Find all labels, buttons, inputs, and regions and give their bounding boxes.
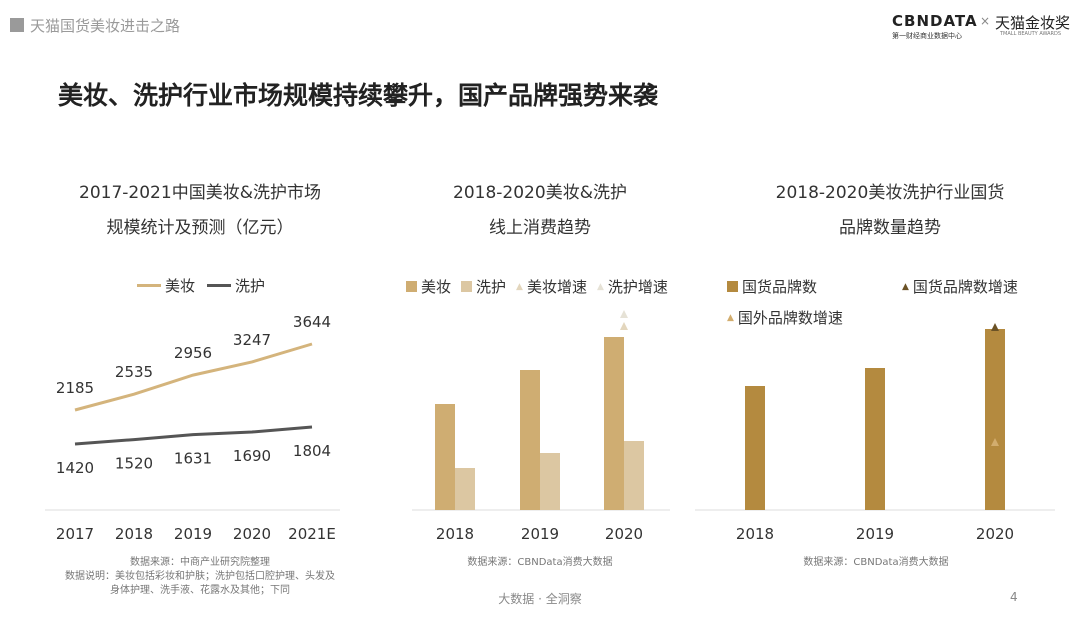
legend-label: 洗护增速 <box>607 278 668 296</box>
marker-triangle <box>620 322 628 330</box>
data-label: 1804 <box>293 442 331 460</box>
data-label: 3247 <box>233 331 271 349</box>
data-label: 2185 <box>56 379 94 397</box>
bar-beauty <box>520 370 540 510</box>
page-number: 4 <box>1010 590 1018 604</box>
section-marker <box>10 18 24 32</box>
x-tick-label: 2019 <box>521 525 559 543</box>
legend-label: 国外品牌数增速 <box>737 309 843 327</box>
bar-beauty <box>435 404 455 510</box>
cbndata-logo-sub: 第一财经商业数据中心 <box>892 32 962 40</box>
x-tick-label: 2018 <box>115 525 153 543</box>
chart3-legend-1: 国货品牌数 <box>727 276 817 297</box>
chart3-title-line: 品牌数量趋势 <box>839 218 941 238</box>
chart1-title-line: 规模统计及预测（亿元） <box>106 218 294 238</box>
data-label: 2535 <box>115 363 153 381</box>
tmall-logo-sub: TMALL BEAUTY AWARDS <box>1000 31 1062 37</box>
chart1-source: 数据来源：中商产业研究院整理 数据说明：美妆包括彩妆和护肤；洗护包括口腔护理、头… <box>40 556 360 598</box>
data-label: 1520 <box>115 455 153 473</box>
bar-care <box>624 441 644 510</box>
x-tick-label: 2020 <box>233 525 271 543</box>
marker-triangle <box>991 438 999 446</box>
marker-triangle <box>620 310 628 318</box>
chart1-legend: 美妆 洗护 <box>137 275 265 296</box>
x-tick-label: 2019 <box>174 525 212 543</box>
legend-label: 国货品牌数 <box>742 278 818 296</box>
triangle-icon: ▲ <box>902 281 909 292</box>
logo-separator: × <box>980 14 991 28</box>
data-label: 3644 <box>293 313 331 331</box>
marker-triangle <box>991 323 999 331</box>
chart2-legend: 美妆 洗护 ▲ 美妆增速 ▲ 洗护增速 <box>406 276 668 297</box>
legend-label: 国货品牌数增速 <box>912 278 1018 296</box>
chart2-source: 数据来源：CBNData消费大数据 <box>467 557 613 568</box>
x-tick-label: 2018 <box>736 525 774 543</box>
chart3-title: 2018-2020美妆洗护行业国货 品牌数量趋势 <box>720 176 1060 246</box>
legend-label: 洗护 <box>235 277 266 295</box>
data-label: 1631 <box>174 450 212 468</box>
legend-line-care <box>207 284 232 287</box>
x-tick-label: 2019 <box>856 525 894 543</box>
x-tick-label: 2017 <box>56 525 94 543</box>
chart3-legend-2: ▲ 国货品牌数增速 <box>902 276 1018 297</box>
x-tick-label: 2018 <box>436 525 474 543</box>
legend-label: 美妆 <box>165 277 196 295</box>
chart1-title: 2017-2021中国美妆&洗护市场 规模统计及预测（亿元） <box>40 176 360 246</box>
triangle-icon: ▲ <box>596 281 604 292</box>
bar-beauty <box>604 337 624 510</box>
tmall-logo: 天猫金妆奖 <box>995 14 1071 32</box>
source-text: 数据来源：中商产业研究院整理 <box>130 557 270 568</box>
triangle-icon: ▲ <box>727 312 734 323</box>
section-title: 天猫国货美妆进击之路 <box>30 17 181 35</box>
note-text: 身体护理、洗手液、花露水及其他；下同 <box>110 585 290 596</box>
bar-care <box>455 468 475 510</box>
triangle-icon: ▲ <box>516 281 523 292</box>
chart1-title-line: 2017-2021中国美妆&洗护市场 <box>79 183 321 203</box>
data-label: 1690 <box>233 447 271 465</box>
page-title: 美妆、洗护行业市场规模持续攀升，国产品牌强势来袭 <box>58 81 659 110</box>
x-tick-label: 2020 <box>605 525 643 543</box>
footer-tagline: 大数据 · 全洞察 <box>498 592 582 606</box>
chart2-title-line: 2018-2020美妆&洗护 <box>453 183 627 203</box>
cbndata-logo: CBNDATA <box>892 12 978 30</box>
legend-swatch <box>406 281 417 292</box>
chart3-legend-3: ▲ 国外品牌数增速 <box>727 307 843 328</box>
bar-domestic <box>985 329 1005 510</box>
bar-care <box>540 453 560 510</box>
chart2-title: 2018-2020美妆&洗护 线上消费趋势 <box>380 176 700 246</box>
data-label: 1420 <box>56 459 94 477</box>
legend-swatch <box>727 281 738 292</box>
legend-label: 洗护 <box>476 278 507 296</box>
series-line-care <box>74 425 313 446</box>
x-tick-label: 2020 <box>976 525 1014 543</box>
series-line-beauty <box>74 342 313 412</box>
note-text: 数据说明：美妆包括彩妆和护肤；洗护包括口腔护理、头发及 <box>65 571 335 582</box>
legend-label: 美妆增速 <box>526 278 587 296</box>
legend-swatch <box>461 281 473 292</box>
chart3-source: 数据来源：CBNData消费大数据 <box>803 557 949 568</box>
legend-label: 美妆 <box>421 278 452 296</box>
chart3-title-line: 2018-2020美妆洗护行业国货 <box>775 183 1005 203</box>
bar-domestic <box>745 386 765 510</box>
x-tick-label: 2021E <box>288 525 336 543</box>
bar-domestic <box>865 368 885 510</box>
legend-line-beauty <box>137 284 161 287</box>
chart2-title-line: 线上消费趋势 <box>489 218 591 238</box>
data-label: 2956 <box>174 344 212 362</box>
